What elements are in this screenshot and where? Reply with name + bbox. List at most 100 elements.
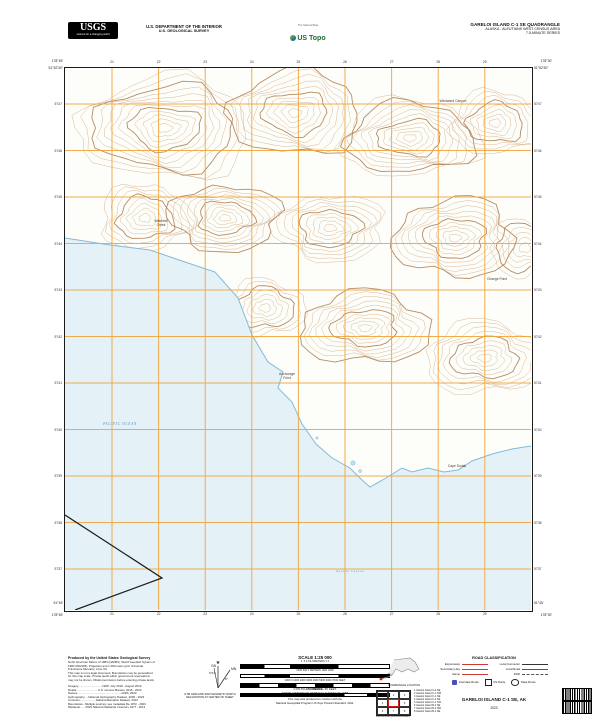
scale-caption-m: 1000 500 0 METERS 1000 2000 <box>296 669 334 673</box>
legend-label-4wd: 4WD <box>513 672 520 676</box>
grid-label: 5746 <box>54 148 62 153</box>
grid-label: 5743 <box>534 288 542 292</box>
ustopo-logo: The National Map US Topo <box>278 24 338 45</box>
text-line: North American Datum of 1983 (NAD83). Wo… <box>68 660 155 664</box>
standard-line2: National Geospatial Program US Topo Prod… <box>275 700 355 705</box>
grid-label: 23 <box>203 612 208 616</box>
text-line: 1984 (WGS84). Projection and 1 000-meter… <box>68 663 144 668</box>
sea-canyon-label: Gareloi Canyon <box>335 569 365 573</box>
quadrangle-heading: GARELOI ISLAND C-1 SE QUADRANGLE ALASKA … <box>330 22 560 35</box>
grid-label: 5744 <box>534 241 542 246</box>
scale-block: SCALE 1:25 000 1 .5 0 KILOMETERS 1 2 100… <box>232 655 398 699</box>
sheet-title-bottom: GARELOI ISLAND C-1 SE, AK <box>461 697 527 702</box>
declination-diagram: ★ GN MN 0°13' 9° <box>194 658 242 692</box>
text-line: for this map scale. Private lands within… <box>68 674 150 679</box>
boundary-line <box>65 514 164 610</box>
grid-label: 27 <box>389 60 394 64</box>
grid-label: 25 <box>296 612 301 616</box>
text-line: Roads...........................U.S. Cen… <box>68 687 142 692</box>
adjoining-cell: 4 <box>377 699 388 707</box>
us-route-label: US Route <box>493 680 506 685</box>
magnetic-north-label: MN <box>231 667 237 671</box>
legend-label-secondary: Secondary Hwy <box>440 667 460 671</box>
quad-title: GARELOI ISLAND C-1 SE QUADRANGLE <box>470 22 560 27</box>
grid-label: 5746 <box>534 148 542 153</box>
adjoining-cell: 6 <box>377 707 388 715</box>
text-line: This map is not a legal document. Bounda… <box>68 670 153 675</box>
state-route-shield-icon <box>511 679 520 686</box>
scale-bar-kilometers <box>240 664 390 669</box>
adjoining-cell-current <box>388 699 399 707</box>
text-line: 6 Gareloi Island B-2 NE <box>414 703 441 707</box>
alaska-outline <box>387 657 420 676</box>
grid-label: 5738 <box>534 520 542 525</box>
grid-label: 5744 <box>54 241 62 246</box>
scale-caption-km: 1 .5 0 KILOMETERS 1 2 <box>300 660 330 663</box>
point-label-east: Change Point <box>487 277 507 281</box>
adjoining-quads-list: 1 Gareloi Island C-2 NE 2 Gareloi Island … <box>414 689 474 714</box>
dept-line1: U.S. DEPARTMENT OF THE INTERIOR <box>146 24 222 29</box>
text-line: 7 Gareloi Island B-1 NW <box>414 706 441 710</box>
map-canvas: Windward Canyon Waterfall Creek Change P… <box>65 68 531 610</box>
sheet-year: 2023 <box>490 706 498 710</box>
secondary-swatch <box>462 668 488 670</box>
barcode-block-2 <box>562 701 592 714</box>
state-locator-map <box>378 656 430 684</box>
standard-line1: This map was produced to conform with th… <box>287 697 343 701</box>
legend-label-local-road: Local Road <box>505 667 520 671</box>
grid-label: 5740 <box>54 427 62 432</box>
usgs-tagline: science for a changing world <box>76 33 110 36</box>
text-line: Hydrography.....National Hydrography Dat… <box>68 694 145 699</box>
grid-label: 29 <box>482 612 487 616</box>
grid-label: 5743 <box>54 288 62 292</box>
datum-credit-lines: North American Datum of 1983 (NAD83). Wo… <box>68 660 220 682</box>
grid-label: 5745 <box>534 195 542 199</box>
text-line: Wetlands.......FWS National Wetlands Inv… <box>68 705 146 710</box>
legend-header: ROAD CLASSIFICATION <box>472 656 516 660</box>
corner-tr-lat: 51°52'30" <box>534 66 549 70</box>
us-route-shield-icon <box>484 679 492 686</box>
barcode-block-1 <box>562 688 592 701</box>
grid-label: 28 <box>436 612 441 616</box>
contour-interval-note: CONTOUR INTERVAL 50 FEET NORTH AMERICAN … <box>248 687 382 696</box>
corner-br-lat: 51°45' <box>534 601 544 605</box>
text-line: Contours....................National Ele… <box>68 698 138 703</box>
grid-label: 5745 <box>54 195 62 199</box>
data-source-lines: Imagery..............................NAI… <box>68 685 220 710</box>
quad-series: 7.5-MINUTE SERIES <box>525 31 560 35</box>
ocean-label: PACIFIC OCEAN <box>103 422 137 426</box>
national-map-label: The National Map <box>297 24 319 27</box>
scale-caption-ft: 1000 0 1000 2000 3000 4000 5000 6000 700… <box>284 678 346 682</box>
interstate-label: Interstate Route <box>458 680 479 685</box>
text-line: Imagery..............................NAI… <box>68 684 142 689</box>
grid-label: 5738 <box>54 520 62 525</box>
scale-bar-feet <box>240 683 390 688</box>
svg-text:9°: 9° <box>225 677 229 681</box>
scale-caption-mi: .5 0 MILES 1 <box>307 688 323 692</box>
grid-label: 21 <box>110 60 114 64</box>
locator-caption: QUADRANGLE LOCATION <box>388 684 420 687</box>
text-line: may not be shown. Obtain permission befo… <box>68 677 155 682</box>
declination-caption: UTM GRID AND 2023 MAGNETIC NORTH DECLINA… <box>184 693 236 700</box>
legend-label-ramp: Ramp <box>452 672 460 676</box>
text-line: Boundaries...Multiple sources; see metad… <box>68 701 146 706</box>
corner-bl-lon: 178°45' <box>51 613 63 617</box>
scale-title: SCALE 1:25 000 <box>298 655 332 660</box>
text-line: Transverse Mercator, zone 1N <box>68 667 107 672</box>
true-north-star: ★ <box>216 660 221 666</box>
grid-label: 5742 <box>54 334 62 339</box>
grid-label: 29 <box>482 60 487 64</box>
production-credits: Produced by the United States Geological… <box>68 656 220 710</box>
text-line: 4 Gareloi Island C-2 SE <box>414 697 441 701</box>
grid-label: 5747 <box>534 102 542 106</box>
ramp-swatch <box>462 673 488 675</box>
grid-label: 5741 <box>534 381 542 385</box>
grid-label: 24 <box>249 612 254 616</box>
corner-tl-lat: 51°52'30" <box>48 66 63 70</box>
grid-label: 5742 <box>534 334 542 339</box>
usgs-logo: USGS science for a changing world <box>68 22 118 39</box>
scale-bar-miles <box>240 692 390 698</box>
quad-subtitle: ALASKA - ALEUTIANS WEST CENSUS AREA <box>485 27 560 31</box>
grid-label: 28 <box>436 60 441 64</box>
